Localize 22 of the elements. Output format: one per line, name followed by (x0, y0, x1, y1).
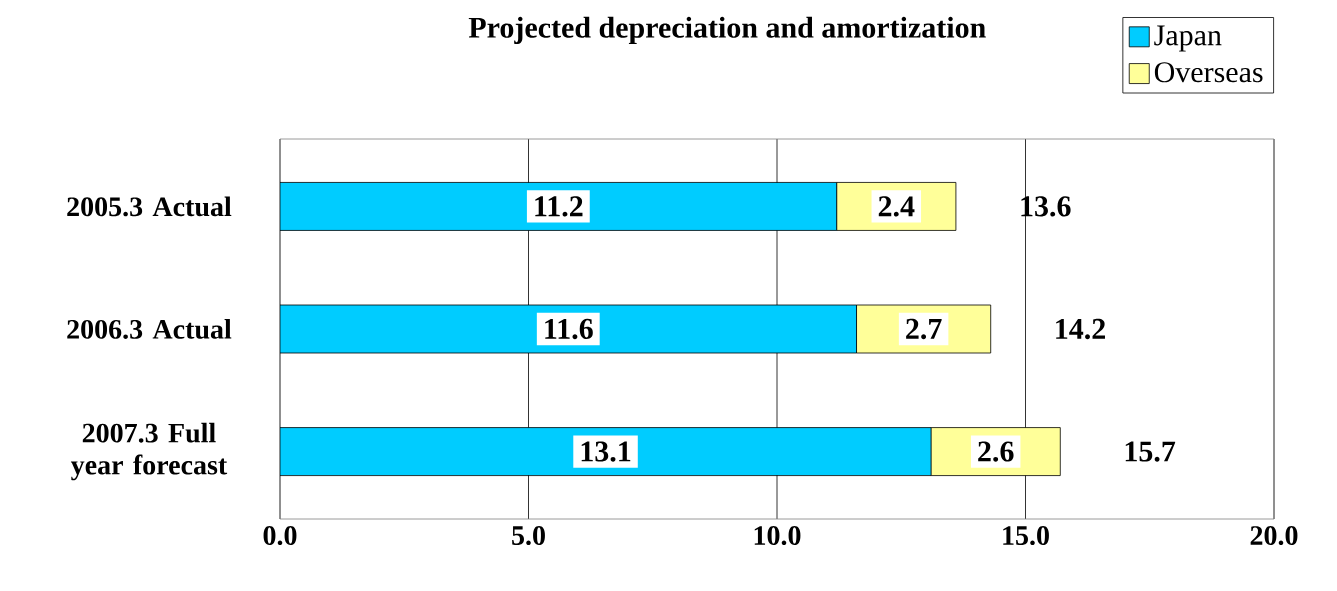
legend-label: Japan (1154, 25, 1222, 52)
data-label: 2.6 (978, 441, 1014, 462)
total-label: 15.7 (1125, 441, 1176, 462)
x-tick-label: 10.0 (754, 526, 801, 546)
bar (280, 304, 857, 354)
x-tick-label: 0.0 (263, 526, 297, 546)
chart-title: Projected depreciation and amortization (468, 16, 986, 44)
x-tick-label: 20.0 (1250, 526, 1298, 546)
y-tick-label: 2007.3 Full year forecast (70, 422, 228, 481)
y-tick-label: 2006.3 Actual (67, 319, 232, 339)
data-label: 2.7 (906, 318, 942, 340)
data-label: 11.2 (535, 196, 583, 217)
y-tick-label: 2005.3 Actual (67, 196, 232, 217)
bar (280, 182, 838, 231)
x-tick-label: 5.0 (512, 526, 545, 546)
x-tick-label: 15.0 (1003, 526, 1049, 546)
legend-label: Overseas (1154, 62, 1263, 83)
data-label: 11.6 (545, 318, 593, 340)
bar (280, 427, 932, 476)
data-label: 2.4 (878, 196, 915, 217)
data-label: 13.1 (581, 441, 631, 462)
total-label: 14.2 (1056, 318, 1105, 340)
